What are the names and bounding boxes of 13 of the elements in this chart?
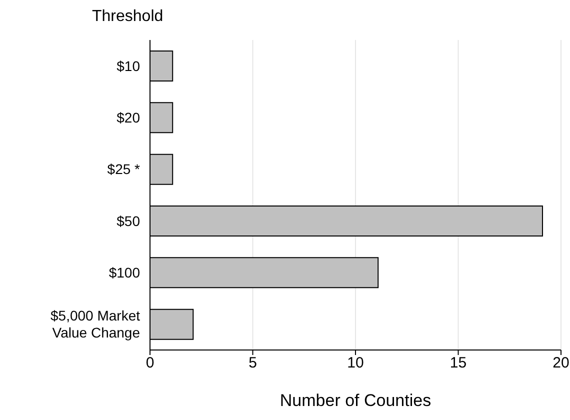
x-tick-label: 20 [552,354,570,372]
y-tick-label: $25 * [107,161,141,178]
y-tick-label: $10 [116,58,140,74]
x-tick-label: 5 [248,354,257,372]
x-tick-label: 0 [146,354,154,372]
y-axis-title: Threshold [92,8,164,26]
y-tick-label: $5,000 Market Value Change [50,308,140,341]
y-tick-label: $20 [116,110,140,126]
x-tick-label: 15 [450,354,467,372]
x-tick-label: 10 [347,354,364,372]
y-tick-label: $50 [116,212,140,229]
x-axis-title: Number of Counties [280,391,432,410]
y-tick-label: $100 [108,264,140,280]
